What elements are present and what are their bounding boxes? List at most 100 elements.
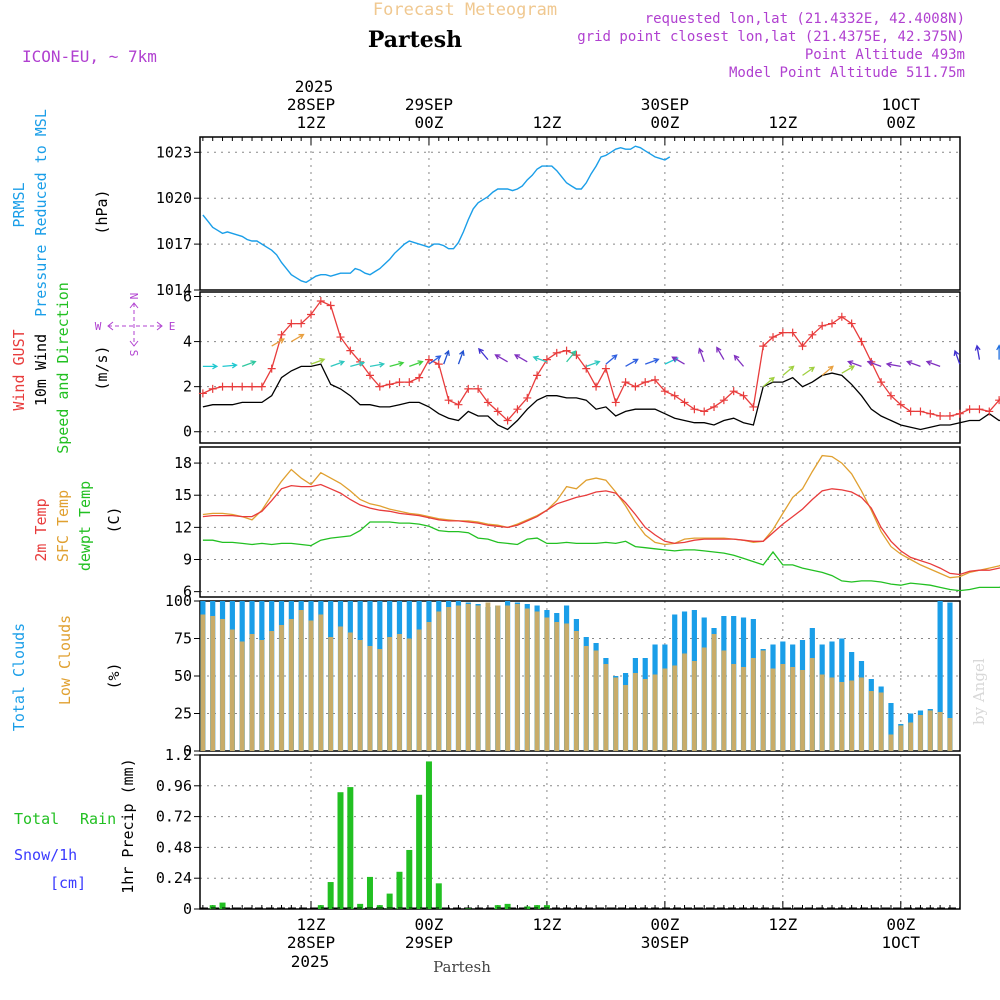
- wind-direction-arrow: [906, 360, 921, 367]
- low-cloud-bar: [495, 605, 501, 751]
- total-cloud-bar: [947, 602, 953, 751]
- low-cloud-bar: [544, 617, 550, 751]
- low-cloud-bar: [436, 611, 442, 751]
- low-cloud-bar: [682, 653, 687, 751]
- low-cloud-bar: [328, 637, 334, 751]
- wind-direction-arrow: [762, 376, 775, 388]
- low-cloud-bar: [406, 638, 412, 751]
- low-cloud-bar: [642, 679, 648, 751]
- compass-w: W: [95, 320, 102, 333]
- pressure-line: [202, 145, 671, 284]
- wind-direction-arrow: [841, 365, 856, 374]
- wind-gust-point: [729, 387, 738, 396]
- wind-direction-arrow: [605, 354, 618, 365]
- low-cloud-bar: [269, 631, 275, 751]
- rain-bar: [376, 905, 383, 909]
- low-cloud-bar: [809, 658, 815, 751]
- wind-gust-point: [749, 402, 758, 411]
- wind-direction-arrow: [821, 365, 834, 376]
- wind-direction-arrow: [885, 361, 901, 368]
- low-cloud-bar: [387, 637, 393, 751]
- wind-direction-arrow: [866, 360, 882, 367]
- low-cloud-bar: [760, 650, 766, 751]
- rain-bar: [386, 893, 393, 909]
- wind-gust-point: [346, 346, 355, 355]
- rain-bar: [504, 903, 511, 909]
- wind-direction-arrow: [802, 366, 816, 376]
- low-cloud-bar: [947, 718, 953, 751]
- wind-gust-point: [375, 382, 384, 391]
- wind-gust-point: [316, 297, 325, 306]
- low-cloud-bar: [210, 616, 216, 751]
- low-cloud-bar: [770, 668, 776, 751]
- cloud-unit: (%): [105, 662, 123, 689]
- time-label-top-hour: 12Z: [532, 113, 561, 132]
- wind-gust-point: [562, 346, 571, 355]
- wind-gust-point: [995, 396, 1000, 405]
- low-cloud-bar: [475, 605, 481, 751]
- footer-location: Partesh: [433, 958, 491, 976]
- wind-direction-arrow: [478, 347, 489, 361]
- y-tick-label: 15: [174, 486, 192, 504]
- pressure-label-1: PRMSL: [10, 182, 28, 227]
- wind-gust-point: [818, 321, 827, 330]
- wind-gust-point: [297, 319, 306, 328]
- low-cloud-bar: [505, 605, 510, 751]
- total-rain-label: Total: [14, 810, 59, 828]
- rain-bar: [524, 906, 531, 909]
- wind-gust-point: [896, 400, 905, 409]
- wind-gust-point: [336, 333, 345, 342]
- y-tick-label: 6: [183, 583, 192, 601]
- requested-coords: requested lon,lat (21.4332E, 42.4008N): [645, 11, 965, 27]
- low-cloud-bar: [357, 640, 363, 751]
- low-cloud-bar: [456, 605, 461, 751]
- low-cloud-bar: [672, 665, 678, 751]
- wind-gust-point: [769, 333, 778, 342]
- low-cloud-bar: [652, 674, 658, 751]
- wind-gust-point: [238, 382, 247, 391]
- low-cloud-bar: [397, 634, 402, 751]
- t2m-line: [202, 483, 1000, 576]
- wind-direction-arrow: [847, 360, 862, 367]
- wind-gust-point: [877, 378, 886, 387]
- wind-gust-point: [955, 409, 964, 418]
- wind-gust-point: [454, 400, 463, 409]
- grid-point-coords: grid point closest lon,lat (21.4375E, 42…: [577, 29, 965, 45]
- rain-bar: [396, 871, 403, 909]
- time-label-top-day: 30SEP: [641, 95, 689, 114]
- rain-bar: [347, 787, 354, 909]
- wind-gust-point: [945, 411, 954, 420]
- wind-direction-arrow: [291, 333, 305, 343]
- y-tick-label: 18: [174, 454, 192, 472]
- low-cloud-bar: [279, 625, 284, 751]
- low-cloud-bar: [347, 632, 353, 751]
- low-cloud-bar: [515, 604, 520, 751]
- time-label-top-day: 28SEP: [287, 95, 335, 114]
- wind-gust-point: [513, 405, 522, 414]
- low-cloud-bar: [318, 614, 324, 751]
- rain-bar: [534, 905, 541, 909]
- low-cloud-bar: [918, 715, 923, 751]
- temp-unit: (C): [105, 506, 123, 533]
- wind-gust-point: [464, 384, 473, 393]
- y-tick-label: 1014: [156, 281, 192, 299]
- y-tick-label: 4: [183, 333, 192, 351]
- time-label-bottom-hour: 12Z: [297, 915, 326, 934]
- rain-bar: [209, 905, 216, 909]
- low-cloud-bar: [524, 608, 530, 751]
- wind-direction-arrow: [716, 346, 725, 360]
- compass-legend: N S W E: [95, 293, 176, 357]
- wind-gust-point: [415, 373, 424, 382]
- wind-direction-arrow: [974, 344, 981, 360]
- low-cloud-bar: [259, 640, 265, 751]
- wind-gust-point: [228, 382, 237, 391]
- y-tick-label: 2: [183, 378, 192, 396]
- low-cloud-bar: [888, 734, 894, 751]
- panel-frame: [199, 291, 961, 444]
- wind-gust-point: [267, 364, 276, 373]
- panel-frame: [199, 446, 961, 598]
- wind-gust-point: [975, 405, 984, 414]
- snow-unit: [cm]: [50, 874, 86, 892]
- low-cloud-bar: [868, 691, 874, 751]
- low-cloud-bar: [239, 641, 245, 751]
